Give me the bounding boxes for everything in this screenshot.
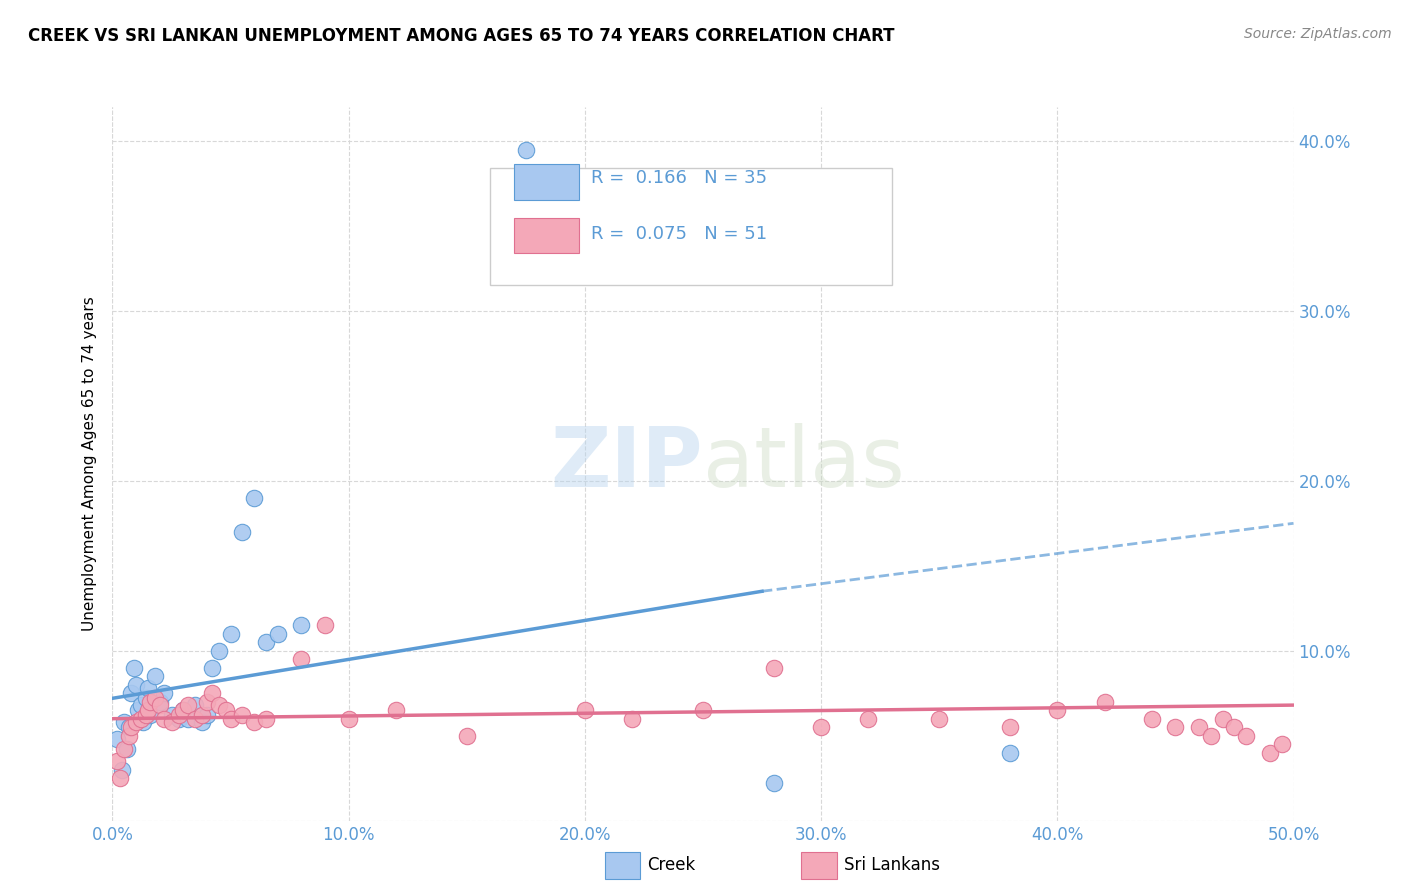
Point <box>167 708 190 723</box>
FancyBboxPatch shape <box>491 168 891 285</box>
Text: Creek: Creek <box>647 856 695 874</box>
Text: R =  0.075   N = 51: R = 0.075 N = 51 <box>591 225 766 243</box>
Point <box>135 691 157 706</box>
Point <box>149 698 172 712</box>
Point <box>208 644 231 658</box>
FancyBboxPatch shape <box>515 218 579 253</box>
Point <box>195 695 218 709</box>
Point <box>337 712 360 726</box>
Point <box>998 720 1021 734</box>
Point <box>177 712 200 726</box>
Point <box>219 712 242 726</box>
Point <box>290 652 312 666</box>
Point <box>132 715 155 730</box>
Point <box>122 661 145 675</box>
Point <box>153 712 176 726</box>
Point <box>136 681 159 695</box>
Point <box>574 703 596 717</box>
Point <box>139 695 162 709</box>
Point <box>111 763 134 777</box>
Point <box>219 626 242 640</box>
Point <box>254 635 277 649</box>
Text: Source: ZipAtlas.com: Source: ZipAtlas.com <box>1244 27 1392 41</box>
Point <box>195 708 218 723</box>
Point <box>314 618 336 632</box>
Point <box>385 703 408 717</box>
Point <box>201 661 224 675</box>
Point <box>1140 712 1163 726</box>
Point <box>125 715 148 730</box>
Point <box>1212 712 1234 726</box>
Text: atlas: atlas <box>703 424 904 504</box>
Point <box>184 712 207 726</box>
Point <box>231 524 253 539</box>
Point <box>105 732 128 747</box>
Point <box>160 715 183 730</box>
Point <box>115 742 138 756</box>
Point <box>1164 720 1187 734</box>
Point <box>191 715 214 730</box>
Point <box>621 712 644 726</box>
Point <box>112 715 135 730</box>
Text: ZIP: ZIP <box>551 424 703 504</box>
Point <box>928 712 950 726</box>
Point <box>125 678 148 692</box>
Point <box>762 661 785 675</box>
Point <box>129 712 152 726</box>
Point <box>243 715 266 730</box>
Point <box>1223 720 1246 734</box>
Point <box>118 720 141 734</box>
Point <box>290 618 312 632</box>
Point <box>215 703 238 717</box>
Point <box>191 708 214 723</box>
Point <box>208 698 231 712</box>
Point <box>515 143 537 157</box>
Point <box>120 686 142 700</box>
Point <box>177 698 200 712</box>
Point <box>267 626 290 640</box>
Point <box>127 703 149 717</box>
Text: R =  0.166   N = 35: R = 0.166 N = 35 <box>591 169 766 187</box>
Point <box>201 686 224 700</box>
Point <box>118 729 141 743</box>
Point <box>153 686 176 700</box>
Point <box>120 720 142 734</box>
Point <box>143 669 166 683</box>
Point <box>112 742 135 756</box>
Point <box>243 491 266 505</box>
Text: Sri Lankans: Sri Lankans <box>844 856 939 874</box>
Point <box>1094 695 1116 709</box>
Point <box>149 695 172 709</box>
Point <box>1199 729 1222 743</box>
Point <box>184 698 207 712</box>
Point <box>135 708 157 723</box>
Point <box>108 771 131 785</box>
Point <box>172 703 194 717</box>
Point <box>762 776 785 790</box>
Point <box>1271 737 1294 751</box>
Point <box>105 754 128 768</box>
Point <box>172 703 194 717</box>
Point <box>810 720 832 734</box>
Point <box>143 691 166 706</box>
Point <box>998 746 1021 760</box>
Y-axis label: Unemployment Among Ages 65 to 74 years: Unemployment Among Ages 65 to 74 years <box>82 296 97 632</box>
Point <box>1046 703 1069 717</box>
Point <box>136 703 159 717</box>
Point <box>254 712 277 726</box>
Point <box>1258 746 1281 760</box>
Point <box>167 712 190 726</box>
Point <box>1188 720 1211 734</box>
FancyBboxPatch shape <box>515 164 579 200</box>
Point <box>231 708 253 723</box>
Text: CREEK VS SRI LANKAN UNEMPLOYMENT AMONG AGES 65 TO 74 YEARS CORRELATION CHART: CREEK VS SRI LANKAN UNEMPLOYMENT AMONG A… <box>28 27 894 45</box>
Point <box>129 698 152 712</box>
Point <box>858 712 880 726</box>
Point <box>456 729 478 743</box>
Point <box>692 703 714 717</box>
Point <box>139 708 162 723</box>
Point <box>1234 729 1257 743</box>
Point <box>160 708 183 723</box>
